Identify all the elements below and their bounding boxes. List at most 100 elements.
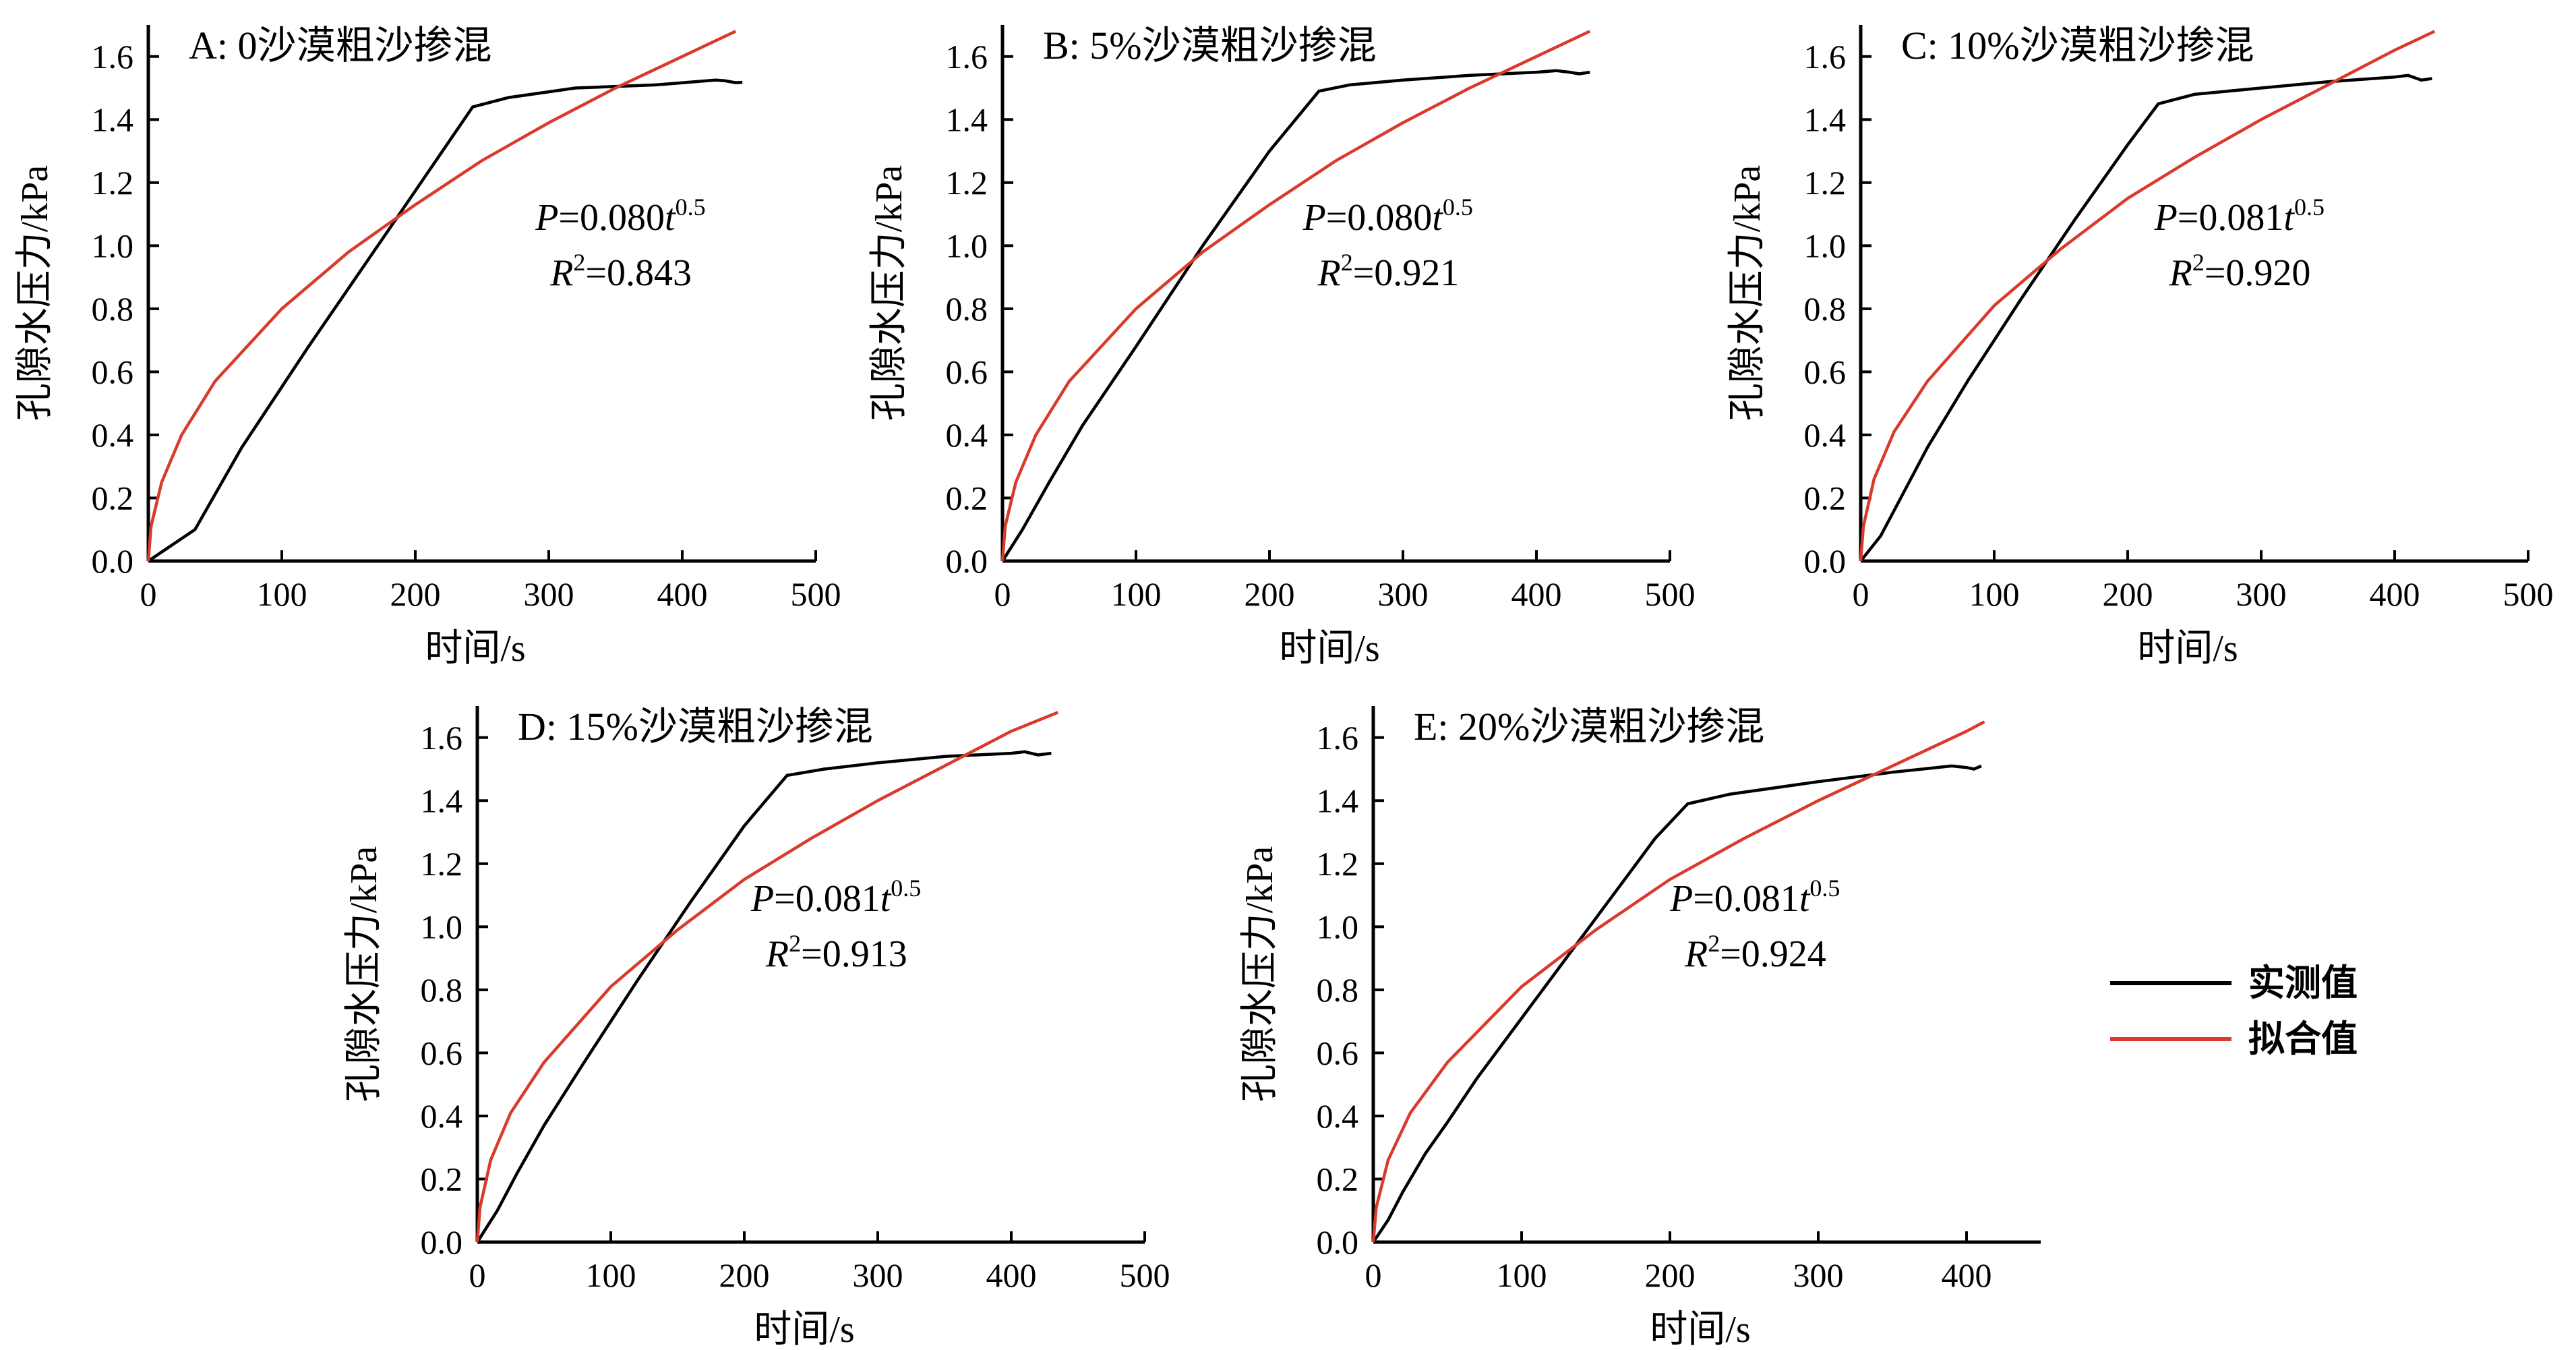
- x-tick-label: 200: [390, 575, 441, 613]
- r-squared-label: R2=0.920: [2169, 249, 2311, 294]
- y-tick-label: 1.0: [92, 227, 134, 264]
- x-axis-label: 时间/s: [1279, 628, 1379, 670]
- series-measured-line: [1859, 74, 2432, 562]
- x-tick-label: 200: [1245, 575, 1295, 613]
- y-axis-label: 孔隙水压力/kPa: [868, 165, 910, 421]
- legend-fit-label: 拟合值: [2248, 1019, 2358, 1059]
- x-tick-label: 200: [2103, 575, 2153, 613]
- y-axis-label: 孔隙水压力/kPa: [1239, 846, 1281, 1103]
- y-tick-label: 0.8: [946, 290, 988, 328]
- y-tick-label: 0.6: [421, 1034, 463, 1072]
- x-tick-label: 0: [140, 575, 157, 613]
- y-tick-label: 1.2: [1804, 164, 1847, 202]
- x-tick-label: 0: [1853, 575, 1869, 613]
- series-fit-line: [1000, 30, 1591, 562]
- y-tick-label: 1.4: [1317, 782, 1359, 819]
- y-tick-label: 1.0: [1804, 227, 1847, 264]
- legend-measured-label: 实测值: [2248, 963, 2358, 1003]
- fit-equation: P=0.081t0.5: [1669, 875, 1840, 920]
- y-tick-label: 0.4: [1804, 416, 1847, 454]
- x-tick-label: 300: [853, 1256, 903, 1294]
- series-fit-line: [1859, 30, 2436, 562]
- x-tick-label: 100: [1969, 575, 2020, 613]
- y-tick-label: 1.0: [421, 908, 463, 945]
- y-tick-label: 0.4: [946, 416, 988, 454]
- x-tick-label: 100: [586, 1256, 636, 1294]
- x-tick-label: 200: [719, 1256, 770, 1294]
- y-tick-label: 1.6: [1317, 719, 1359, 757]
- chart-title: C: 10%沙漠粗沙掺混: [1901, 24, 2254, 67]
- y-tick-label: 0.2: [92, 479, 134, 517]
- x-tick-label: 0: [469, 1256, 486, 1294]
- y-tick-label: 0.8: [421, 971, 463, 1009]
- fit-equation: P=0.080t0.5: [1302, 194, 1473, 239]
- y-tick-label: 0.0: [1804, 542, 1847, 580]
- y-tick-label: 0.8: [1804, 290, 1847, 328]
- y-tick-label: 0.8: [92, 290, 134, 328]
- chart-panel-a: 0.0 0.2 0.4 0.6 0.8 1.0 1.2 1.4 1.6 0 100 200 300 400…: [14, 24, 841, 670]
- y-axis-label: 孔隙水压力/kPa: [14, 165, 56, 421]
- r-squared-label: R2=0.924: [1684, 930, 1826, 975]
- r-squared-label: R2=0.921: [1317, 249, 1460, 294]
- x-tick-label: 0: [994, 575, 1011, 613]
- y-tick-label: 1.4: [1804, 100, 1847, 138]
- series-fit-line: [1371, 720, 1985, 1243]
- x-tick-label: 400: [1942, 1256, 1992, 1294]
- y-tick-label: 0.6: [1804, 353, 1847, 390]
- x-tick-label: 500: [2503, 575, 2554, 613]
- y-tick-label: 1.0: [1317, 908, 1359, 945]
- series-measured-line: [147, 78, 743, 562]
- chart-title: B: 5%沙漠粗沙掺混: [1043, 24, 1377, 67]
- series-measured-line: [476, 750, 1052, 1243]
- x-tick-label: 0: [1365, 1256, 1382, 1294]
- y-tick-label: 1.6: [92, 38, 134, 76]
- x-tick-label: 300: [1378, 575, 1429, 613]
- y-tick-label: 0.2: [1804, 479, 1847, 517]
- chart-panel-c: 0.0 0.2 0.4 0.6 0.8 1.0 1.2 1.4 1.6 0 100 200 300 400…: [1727, 24, 2554, 670]
- y-axis-label: 孔隙水压力/kPa: [343, 846, 385, 1103]
- y-tick-label: 1.4: [946, 100, 988, 138]
- fit-equation: P=0.081t0.5: [750, 875, 921, 920]
- y-tick-label: 1.6: [946, 38, 988, 76]
- x-tick-label: 300: [2236, 575, 2287, 613]
- chart-title: A: 0沙漠粗沙掺混: [189, 24, 492, 67]
- x-tick-label: 100: [1111, 575, 1162, 613]
- series-fit-line: [475, 711, 1059, 1243]
- y-tick-label: 0.6: [1317, 1034, 1359, 1072]
- x-tick-label: 500: [791, 575, 841, 613]
- y-tick-label: 0.6: [92, 353, 134, 390]
- y-tick-label: 0.0: [1317, 1223, 1359, 1261]
- chart-panel-b: 0.0 0.2 0.4 0.6 0.8 1.0 1.2 1.4 1.6 0 100 200 300 400…: [868, 24, 1696, 670]
- x-tick-label: 500: [1120, 1256, 1170, 1294]
- y-tick-label: 1.4: [421, 782, 463, 819]
- chart-panel-e: 0.0 0.2 0.4 0.6 0.8 1.0 1.2 1.4 1.6 0 100 200 300 400…: [1239, 705, 2041, 1350]
- y-tick-label: 1.2: [946, 164, 988, 202]
- series-measured-line: [1001, 69, 1590, 562]
- x-tick-label: 300: [1793, 1256, 1844, 1294]
- x-axis-label: 时间/s: [425, 628, 525, 670]
- y-tick-label: 1.4: [92, 100, 134, 138]
- y-tick-label: 0.2: [421, 1160, 463, 1198]
- x-tick-label: 400: [986, 1256, 1037, 1294]
- r-squared-label: R2=0.913: [765, 930, 907, 975]
- y-tick-label: 1.2: [421, 845, 463, 883]
- y-tick-label: 1.2: [92, 164, 134, 202]
- r-squared-label: R2=0.843: [549, 249, 692, 294]
- y-axis-label: 孔隙水压力/kPa: [1727, 165, 1768, 421]
- x-tick-label: 300: [524, 575, 574, 613]
- y-tick-label: 1.0: [946, 227, 988, 264]
- y-tick-label: 0.0: [946, 542, 988, 580]
- fit-equation: P=0.080t0.5: [535, 194, 705, 239]
- x-tick-label: 200: [1645, 1256, 1696, 1294]
- x-tick-label: 100: [257, 575, 307, 613]
- x-tick-label: 500: [1645, 575, 1696, 613]
- chart-title: D: 15%沙漠粗沙掺混: [518, 705, 873, 749]
- x-axis-label: 时间/s: [2137, 628, 2238, 670]
- y-tick-label: 0.4: [92, 416, 134, 454]
- y-tick-label: 0.2: [946, 479, 988, 517]
- chart-panel-d: 0.0 0.2 0.4 0.6 0.8 1.0 1.2 1.4 1.6 0 100 200 300 400…: [343, 705, 1170, 1350]
- y-tick-label: 0.8: [1317, 971, 1359, 1009]
- series-fit-line: [146, 30, 737, 562]
